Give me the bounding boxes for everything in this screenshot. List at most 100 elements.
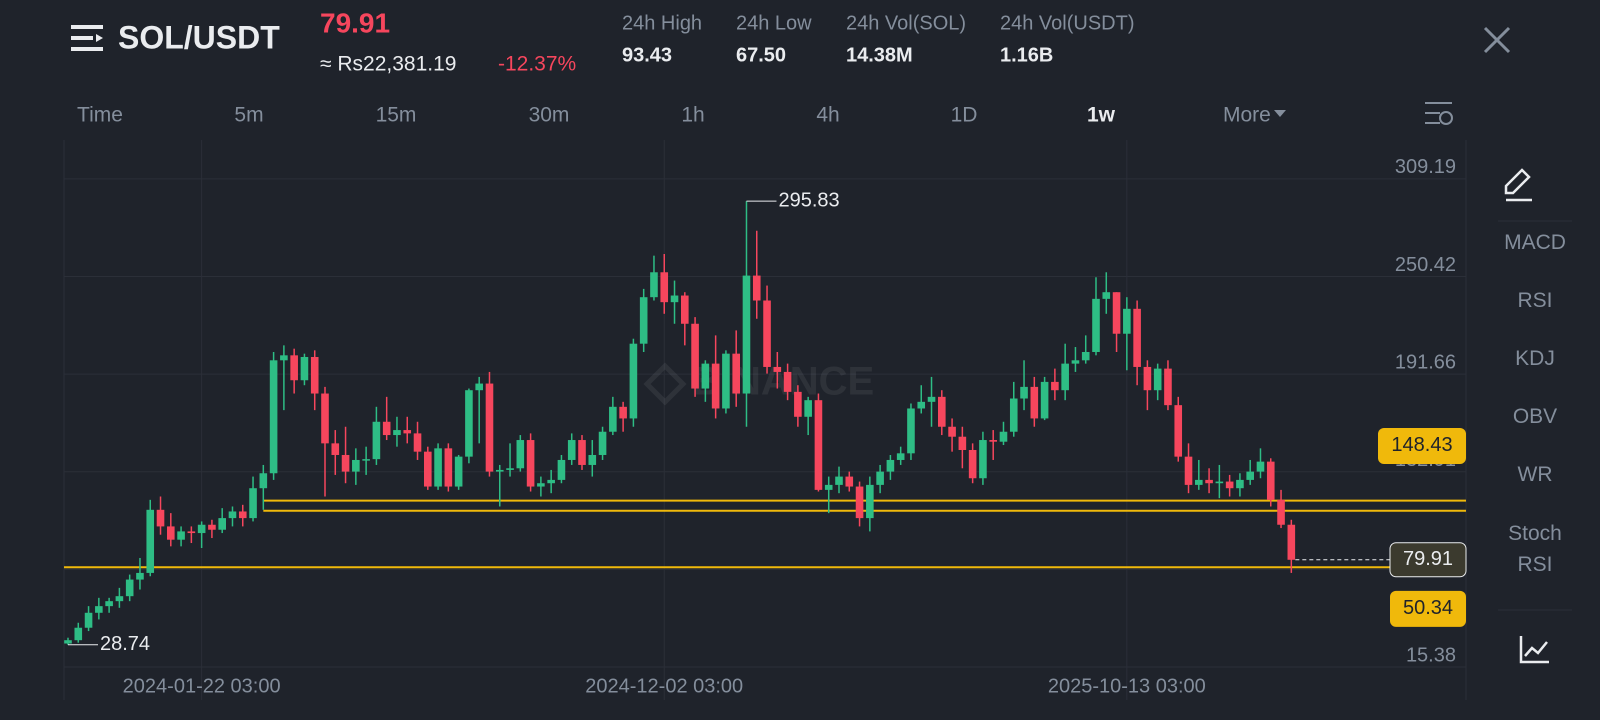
candle-body <box>711 363 720 409</box>
candle-body <box>1153 368 1162 391</box>
alert-tag-label: 148.43 <box>1391 434 1452 456</box>
alert-tag <box>1390 590 1466 627</box>
candle-body <box>228 511 237 519</box>
close-button[interactable] <box>1483 26 1511 54</box>
indicator[interactable]: OBV <box>1513 405 1557 428</box>
candle-body <box>352 459 360 472</box>
candle-body <box>249 488 257 519</box>
candle-body <box>475 383 483 391</box>
candle-body <box>917 401 926 409</box>
candle-body <box>382 421 391 436</box>
candle-body <box>1195 479 1203 485</box>
candle-body <box>907 408 915 454</box>
indicator[interactable]: WR <box>1518 463 1553 486</box>
high-label: 295.83 <box>778 189 839 211</box>
stat-label: 24h High <box>622 12 702 34</box>
candle-body <box>876 471 884 485</box>
indicator[interactable]: RSI <box>1517 289 1552 312</box>
candle-body <box>598 431 607 455</box>
low-label: 28.74 <box>100 633 150 655</box>
candle-body <box>372 421 381 460</box>
candle-body <box>1236 479 1244 489</box>
candle-body <box>979 440 987 479</box>
candle-body <box>670 295 679 303</box>
candle-body <box>557 459 566 480</box>
candle-body <box>259 473 268 489</box>
candle-body <box>280 355 288 361</box>
candle-body <box>495 469 504 472</box>
candle-body <box>64 640 72 644</box>
stat-value: 67.50 <box>736 44 786 66</box>
candle-body <box>866 484 874 519</box>
candle-body <box>454 456 463 487</box>
stat-label: 24h Vol(USDT) <box>1000 12 1135 34</box>
candle-body <box>187 531 196 534</box>
x-tick-label: 2024-12-02 03:00 <box>585 675 743 697</box>
candle-body <box>537 483 545 487</box>
more-tab[interactable]: More <box>1223 104 1271 127</box>
candle-body <box>485 383 494 472</box>
candle-body <box>886 459 895 472</box>
candle-body <box>434 448 442 487</box>
candle-body <box>845 476 854 487</box>
candle-body <box>948 426 956 437</box>
candle-body <box>526 440 535 487</box>
candle-body <box>238 511 247 519</box>
candle-body <box>763 300 771 367</box>
candle-body <box>413 433 422 452</box>
candle-body <box>629 343 638 419</box>
candle-body <box>835 476 843 485</box>
interval-tab[interactable]: Time <box>77 104 123 127</box>
candle-body <box>125 579 134 597</box>
candle-body <box>341 454 350 472</box>
candle-body <box>290 355 298 381</box>
current-price-tag <box>1389 542 1467 578</box>
stat-label: 24h Low <box>736 12 812 34</box>
stat-value: 14.38M <box>846 44 913 66</box>
candle-body <box>197 524 206 534</box>
more-arrow <box>1274 110 1286 117</box>
interval-tab[interactable]: 30m <box>529 104 570 127</box>
menu-icon[interactable] <box>71 25 103 51</box>
chart-type-icon[interactable] <box>1519 636 1549 664</box>
indicator[interactable]: KDJ <box>1515 347 1555 370</box>
interval-tab[interactable]: 4h <box>816 104 839 127</box>
candle-body <box>1123 308 1131 334</box>
candle-body <box>156 509 165 527</box>
interval-tab[interactable]: 1w <box>1087 104 1116 127</box>
interval-tab[interactable]: 5m <box>234 104 263 127</box>
candle-body <box>1071 360 1080 364</box>
candle-body <box>1225 481 1234 489</box>
candle-body <box>1246 471 1254 480</box>
indicator[interactable]: MACD <box>1504 231 1566 254</box>
candle-body <box>742 275 751 394</box>
indicator[interactable]: Stoch RSI <box>1508 522 1562 576</box>
candle-body <box>84 612 93 628</box>
candle-body <box>403 430 412 434</box>
pair[interactable]: SOL/USDT <box>118 19 280 55</box>
interval-tab[interactable]: 1h <box>681 104 704 127</box>
candle-body <box>300 356 309 381</box>
candle-body <box>938 396 946 427</box>
candle-body <box>310 356 319 394</box>
y-tick-label: 309.19 <box>1395 156 1456 178</box>
candle-body <box>105 601 113 607</box>
stat-value: 93.43 <box>622 44 672 66</box>
interval-tab[interactable]: 1D <box>951 104 978 127</box>
chart-settings-icon[interactable] <box>1425 102 1453 125</box>
candle-body <box>136 572 144 580</box>
stat-value: 1.16B <box>1000 44 1053 66</box>
candle-body <box>547 479 555 484</box>
candle-body <box>927 396 936 402</box>
candle-body <box>424 451 432 487</box>
candle-body <box>958 436 967 451</box>
candle-body <box>783 371 792 392</box>
candle-body <box>1092 298 1100 353</box>
interval-tab[interactable]: 15m <box>376 104 417 127</box>
draw-icon[interactable] <box>1504 168 1532 202</box>
candle-body <box>814 400 823 490</box>
candle-body <box>208 524 216 530</box>
candle-body <box>650 272 658 298</box>
